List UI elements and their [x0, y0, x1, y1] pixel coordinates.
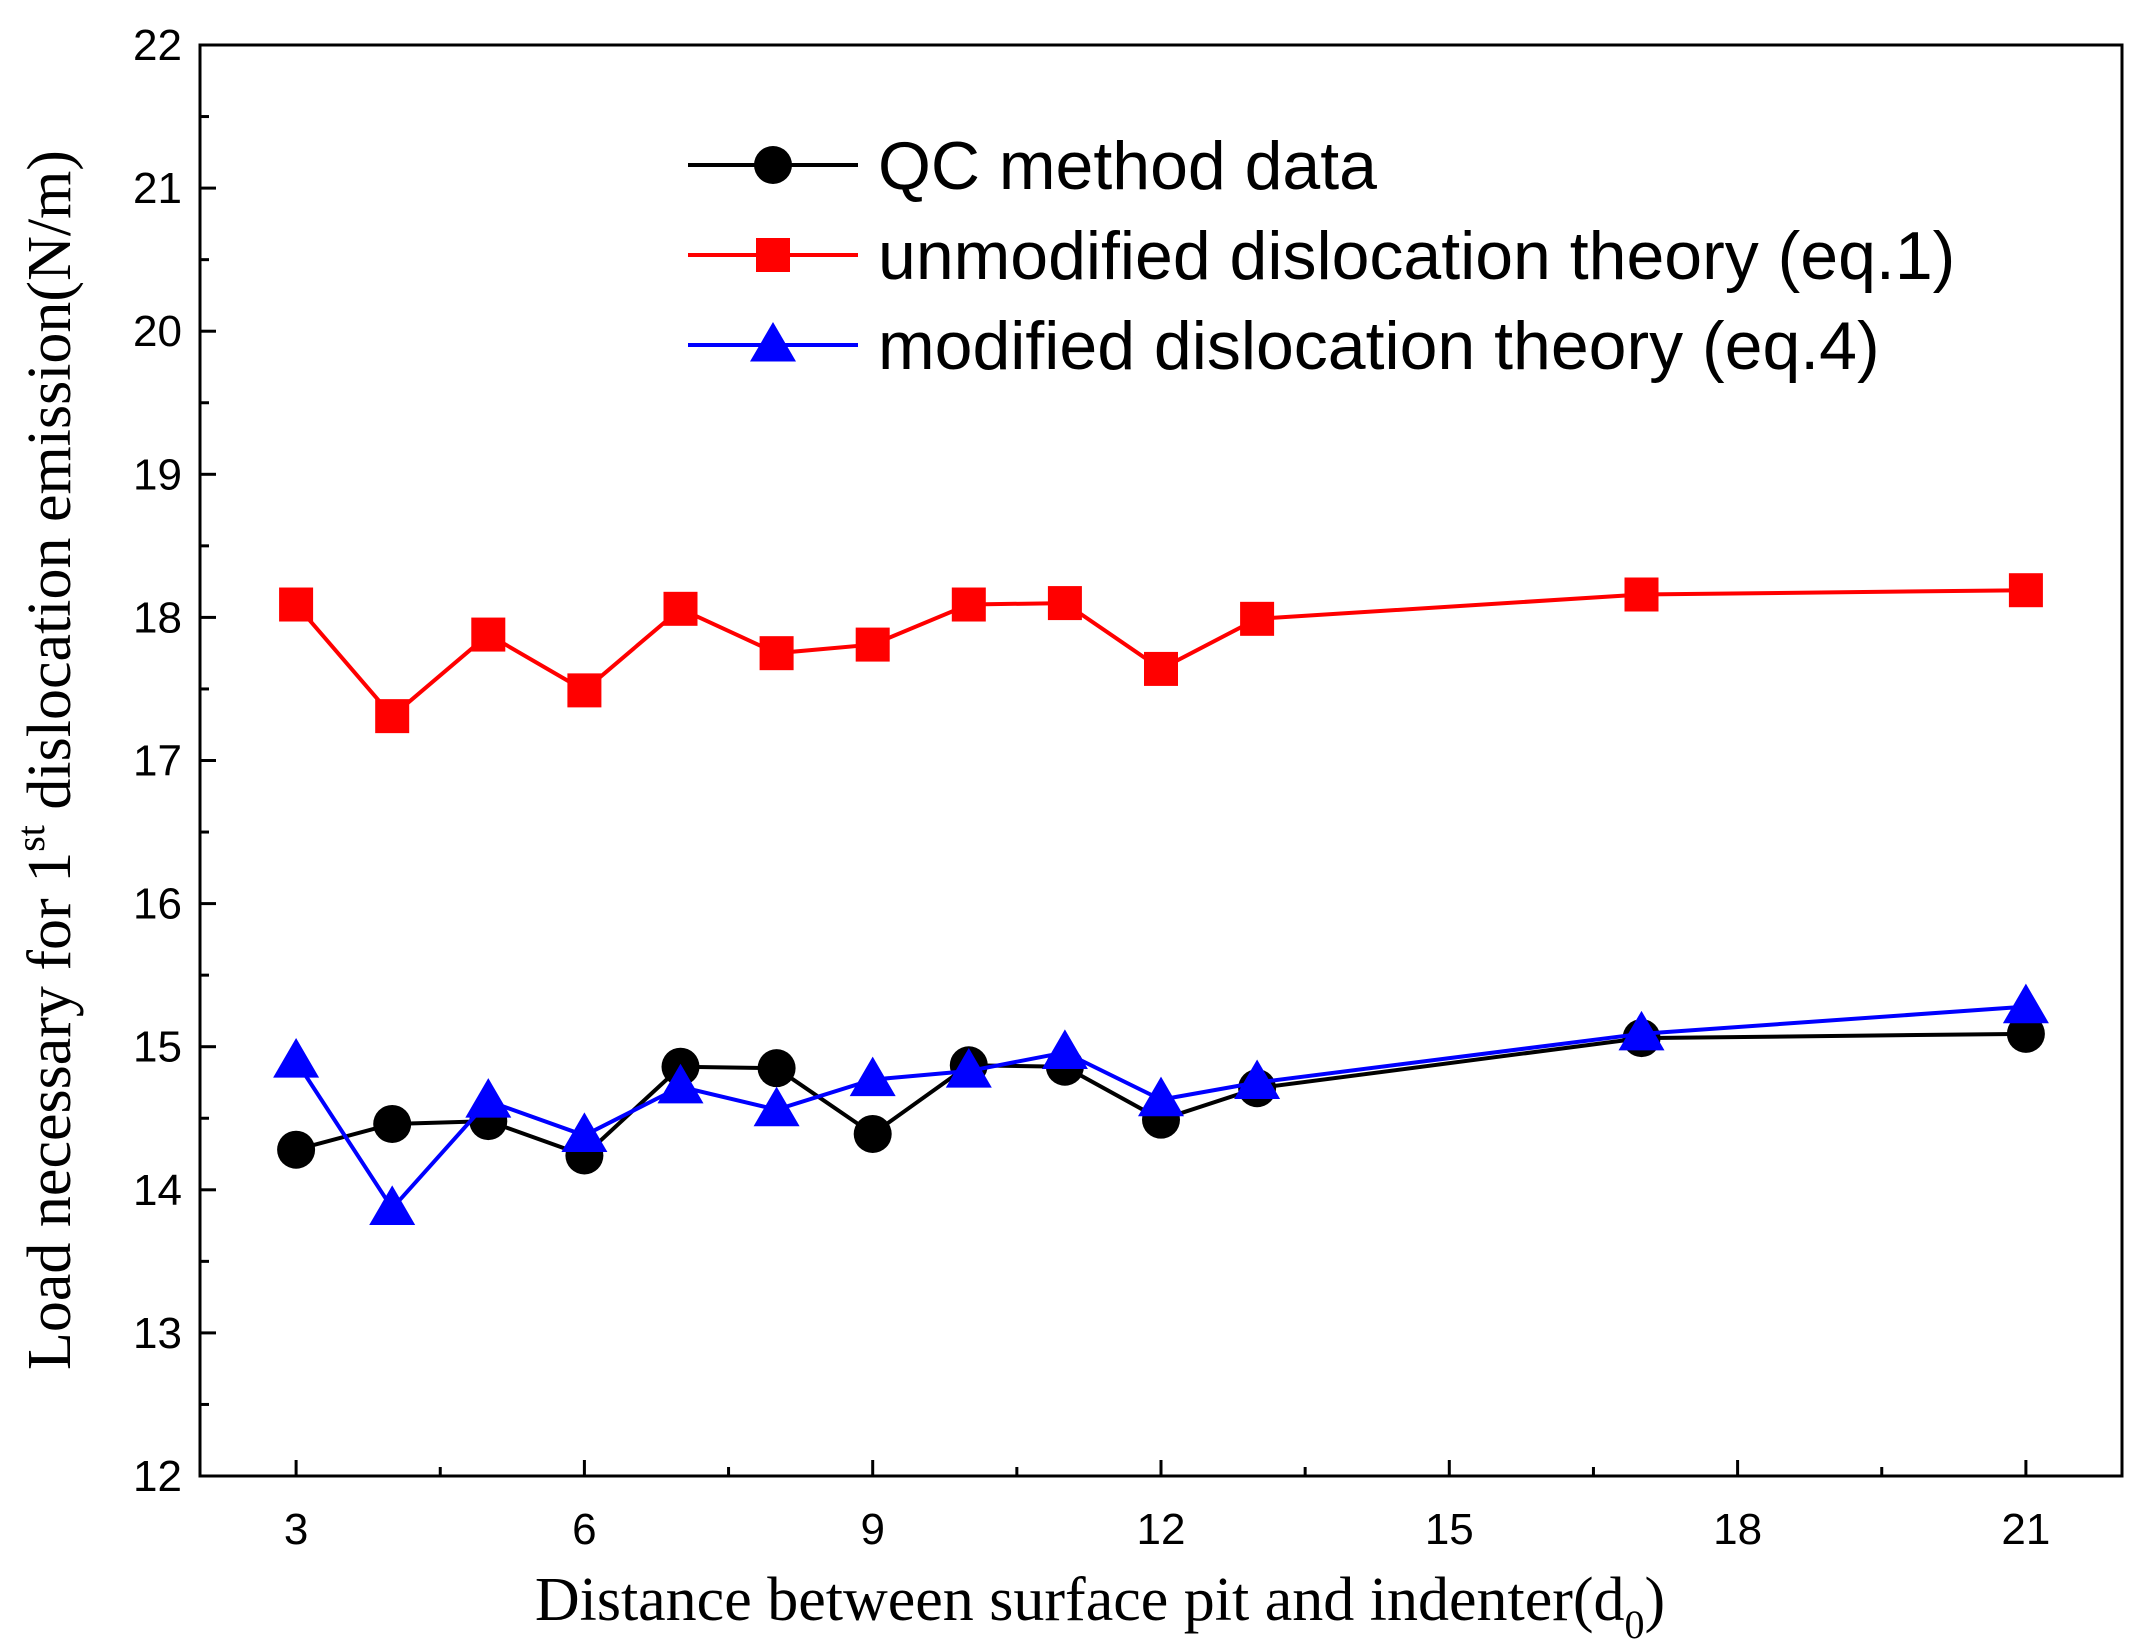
series-layer [273, 573, 2049, 1225]
legend-entry: unmodified dislocation theory (eq.1) [688, 218, 1955, 294]
data-point [273, 1038, 320, 1078]
data-point [1240, 601, 1275, 636]
data-point [853, 1114, 892, 1153]
y-tick-label: 15 [133, 1023, 182, 1072]
y-tick-label: 12 [133, 1452, 182, 1501]
x-tick-label: 12 [1137, 1505, 1186, 1554]
data-point [2008, 573, 2043, 608]
y-tick-label: 13 [133, 1309, 182, 1358]
x-tick-label: 15 [1425, 1505, 1474, 1554]
y-tick-label: 18 [133, 593, 182, 642]
data-point [1144, 651, 1178, 686]
y-tick-label: 19 [133, 450, 182, 499]
y-tick-label: 16 [133, 880, 182, 929]
y-tick-label: 14 [133, 1166, 182, 1215]
data-point [369, 1185, 416, 1225]
data-point [753, 1086, 800, 1127]
y-tick-label: 17 [133, 737, 182, 786]
legend-label: unmodified dislocation theory (eq.1) [878, 218, 1955, 294]
x-tick-label: 21 [2001, 1505, 2050, 1554]
data-point [945, 1048, 992, 1088]
data-point [1618, 1010, 1665, 1051]
legend: QC method data unmodified dislocation the… [688, 128, 1955, 384]
y-tick-label: 20 [133, 307, 182, 356]
series-triangle [273, 983, 2049, 1225]
legend-marker [750, 322, 796, 362]
data-point [1047, 586, 1082, 621]
data-point [759, 636, 794, 671]
axes: 12 13 14 15 16 17 18 19 20 21 22 3 6 9 12 15 18 21 [133, 21, 2124, 1554]
data-point [279, 587, 314, 622]
data-point [375, 699, 410, 734]
y-tick-label: 21 [133, 164, 182, 213]
data-point [2006, 1014, 2045, 1053]
legend-label: modified dislocation theory (eq.4) [878, 308, 1880, 384]
series-square [279, 573, 2043, 734]
data-point [471, 617, 506, 652]
data-point [1041, 1029, 1088, 1069]
data-point [373, 1104, 412, 1143]
x-tick-label: 3 [284, 1505, 308, 1554]
data-point [855, 627, 890, 662]
data-point [561, 1112, 608, 1152]
legend-marker [756, 238, 790, 272]
x-tick-label: 9 [860, 1505, 884, 1554]
data-point [663, 591, 698, 626]
data-point [951, 587, 986, 622]
legend-entry: QC method data [688, 128, 1377, 204]
data-point [2002, 983, 2049, 1024]
x-axis-title: Distance between surface pit and indente… [535, 1566, 1665, 1647]
data-point [1138, 1076, 1184, 1117]
x-tick-label: 18 [1713, 1505, 1762, 1554]
data-point [567, 673, 602, 708]
data-point [1234, 1059, 1281, 1100]
x-tick-label: 6 [572, 1505, 596, 1554]
data-point [465, 1078, 512, 1118]
data-point [849, 1056, 896, 1097]
legend-entry: modified dislocation theory (eq.4) [688, 308, 1880, 384]
data-point [277, 1130, 316, 1169]
legend-label: QC method data [878, 128, 1377, 204]
data-point [1624, 577, 1659, 612]
data-point [657, 1063, 704, 1104]
legend-marker [754, 146, 792, 184]
data-point [757, 1049, 796, 1088]
y-tick-label: 22 [133, 21, 182, 70]
y-axis-title: Load necessary for 1st dislocation emiss… [8, 150, 84, 1370]
